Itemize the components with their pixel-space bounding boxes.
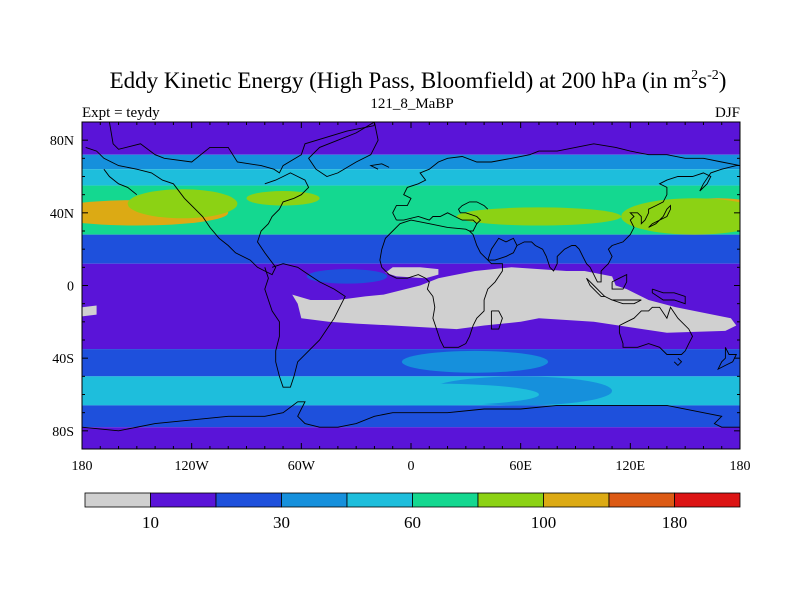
colorbar-box-0 (84, 492, 151, 508)
coastline-5 (369, 163, 390, 170)
x-tick-label: 120W (175, 459, 210, 474)
x-tick-label: 180 (730, 459, 751, 474)
colorbar-label: 100 (531, 513, 557, 532)
y-tick-label: 40S (52, 352, 74, 367)
field-blob-6 (306, 269, 388, 284)
coastlines (82, 122, 740, 432)
field-blobs (82, 189, 740, 406)
x-tick-label: 60W (288, 459, 316, 474)
y-tick-label: 0 (67, 280, 74, 295)
coastline-16 (651, 288, 686, 305)
coastline-12 (648, 204, 671, 228)
colorbar-label: 180 (662, 513, 688, 532)
coastline-7 (379, 212, 503, 348)
field-blob-3 (621, 198, 740, 235)
coastline-11 (516, 165, 740, 283)
y-axis: 80N 40N 0 40S 80S (50, 121, 740, 450)
experiment-label: Expt = teydy (82, 105, 160, 121)
field-band-9 (82, 427, 740, 449)
coastline-6 (392, 143, 740, 221)
colorbar-box-7 (543, 492, 610, 508)
y-tick-label: 80S (52, 425, 74, 440)
map-plot (82, 122, 740, 449)
field-blob-9 (319, 383, 539, 406)
colorbar-labels: 10 30 60 100 180 (142, 513, 687, 532)
coastline-15 (611, 273, 628, 290)
coastline-4 (308, 122, 379, 177)
subtitle-label: 121_8_MaBP (370, 96, 453, 112)
field-band-4 (82, 234, 740, 264)
coastline-9 (457, 201, 489, 225)
colorbar-label: 60 (404, 513, 421, 532)
colorbar-box-6 (477, 492, 544, 508)
coastline-3 (264, 263, 346, 388)
coastline-19 (717, 347, 738, 371)
colorbar-box-2 (215, 492, 282, 508)
colorbar-label: 30 (273, 513, 290, 532)
colorbar-box-1 (150, 492, 217, 508)
field-band-1 (82, 154, 740, 170)
coastline-13 (586, 277, 606, 297)
low-region-0 (292, 267, 737, 333)
coastline-0 (108, 122, 375, 174)
coastline-2 (103, 168, 138, 196)
x-tick-label: 180 (72, 459, 93, 474)
chart-title: Eddy Kinetic Energy (High Pass, Bloomfie… (110, 68, 727, 93)
coastline-10 (487, 237, 518, 261)
x-tick-label: 0 (408, 459, 415, 474)
colorbar (84, 492, 741, 508)
y-tick-label: 40N (50, 207, 74, 222)
coastline-20 (82, 401, 740, 432)
coastline-8 (490, 310, 503, 330)
season-label: DJF (715, 105, 740, 121)
low-value-regions (82, 267, 737, 333)
coastline-18 (673, 357, 683, 367)
coastline-17 (618, 306, 694, 355)
field-band-8 (82, 405, 740, 428)
coastline-1 (85, 146, 310, 276)
colorbar-box-3 (281, 492, 348, 508)
coastline-14 (604, 295, 642, 305)
low-region-2 (82, 305, 97, 317)
field-band-2 (82, 169, 740, 186)
x-axis: 180 120W 60W 0 60E 120E 180 (72, 122, 751, 474)
field-blob-4 (456, 207, 622, 226)
colorbar-box-8 (608, 492, 675, 508)
x-tick-label: 60E (509, 459, 532, 474)
y-tick-label: 80N (50, 134, 74, 149)
colorbar-box-9 (674, 492, 741, 508)
colorbar-box-5 (412, 492, 479, 508)
x-tick-label: 120E (616, 459, 646, 474)
field-blob-7 (401, 350, 549, 373)
low-region-1 (385, 267, 439, 279)
colorbar-label: 10 (142, 513, 159, 532)
field-blob-2 (127, 189, 238, 219)
colorbar-box-4 (346, 492, 413, 508)
field-blob-5 (246, 191, 320, 206)
